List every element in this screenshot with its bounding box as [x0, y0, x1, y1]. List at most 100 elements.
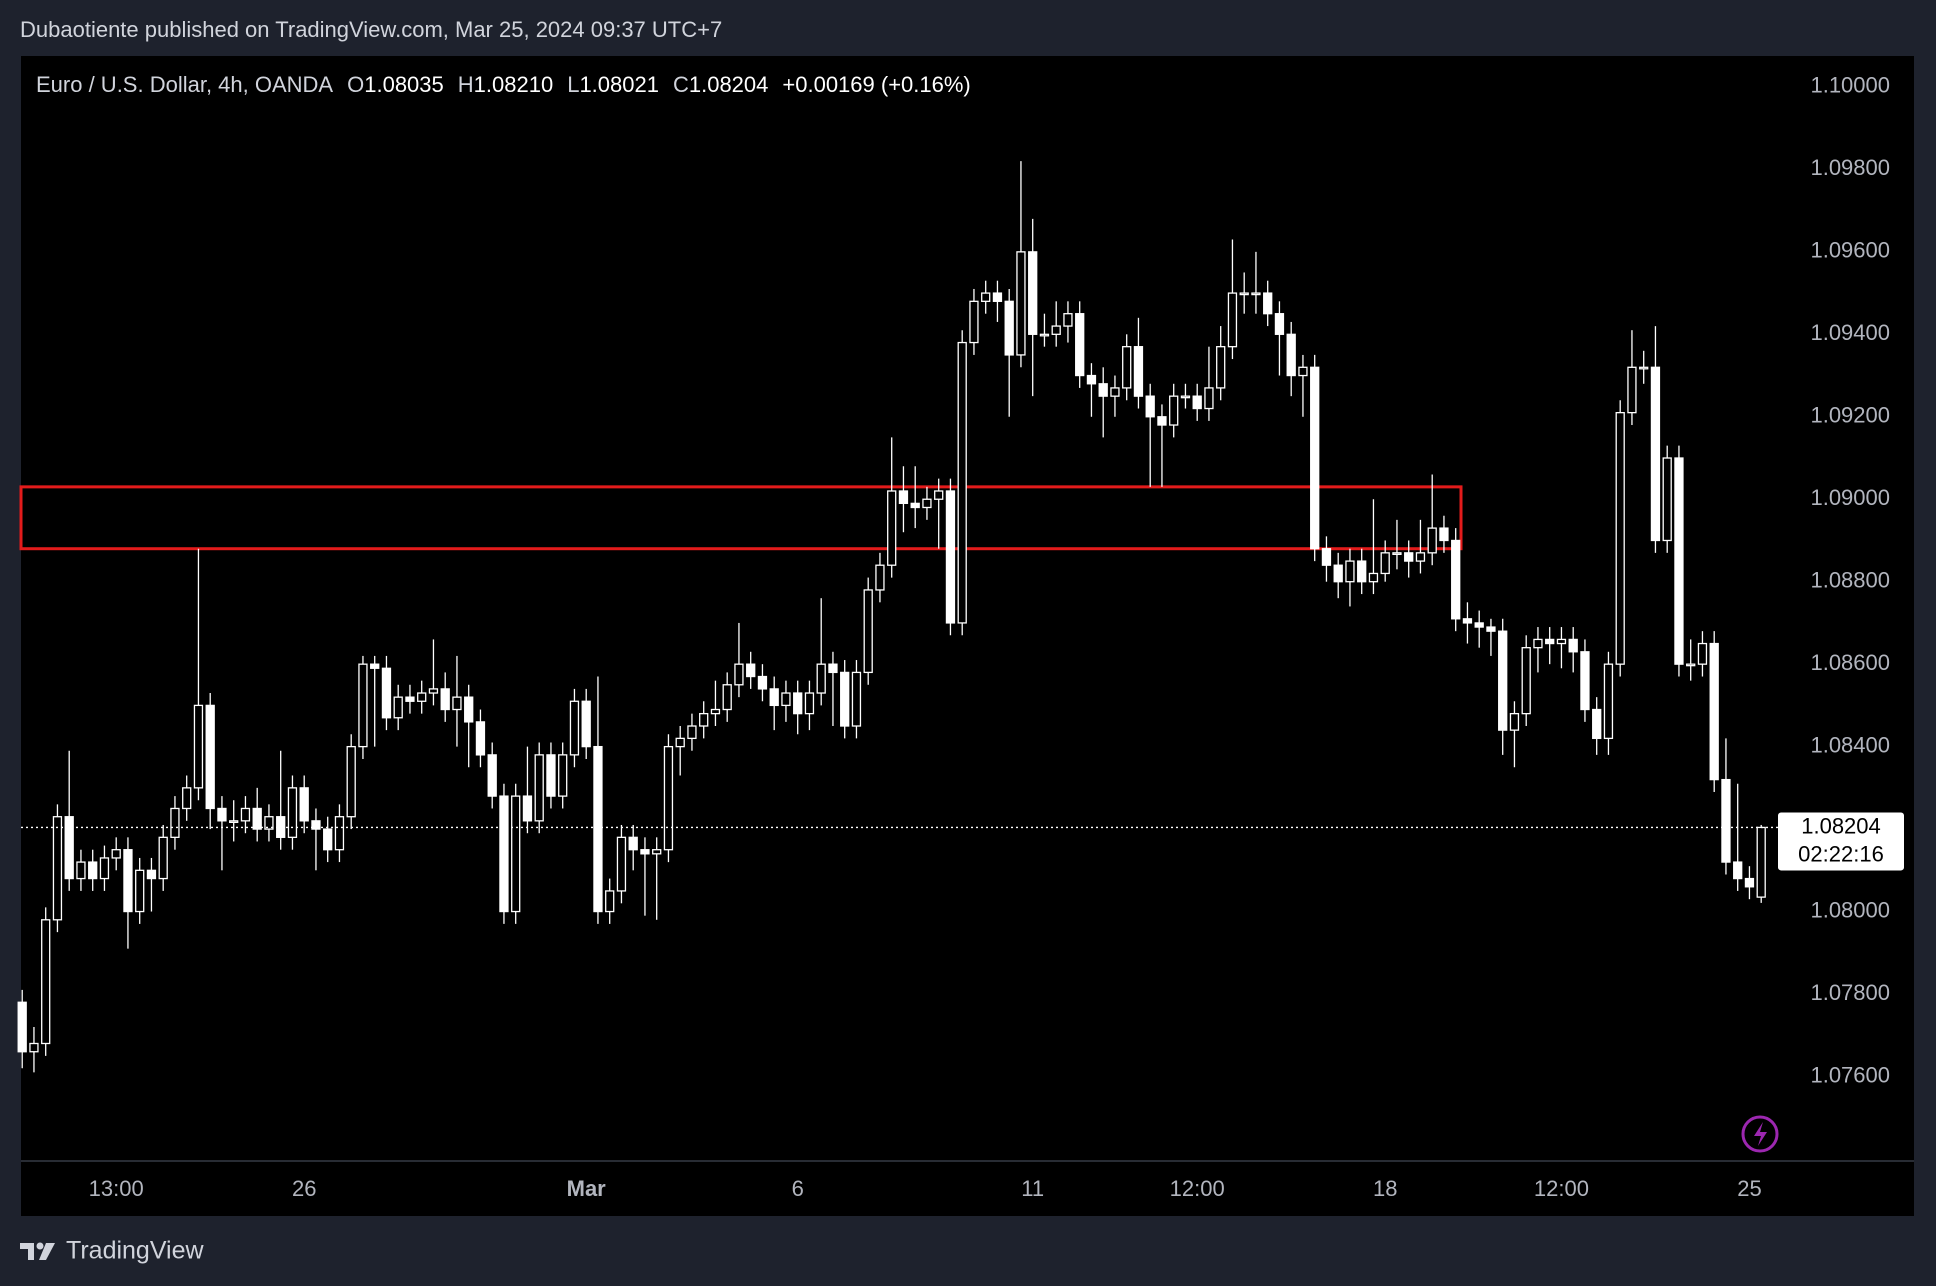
candle-body: [76, 861, 86, 880]
candle-body: [252, 807, 262, 830]
candle-body: [428, 688, 439, 694]
price-tag-value: 1.08204: [1801, 813, 1881, 838]
y-tick-label: 1.08600: [1810, 650, 1890, 675]
candle-body: [1204, 387, 1214, 410]
candle-body: [534, 754, 544, 822]
candle-body: [170, 807, 180, 838]
candle-body: [1744, 877, 1755, 888]
legend-value: 1.08210: [474, 72, 554, 97]
legend-value: 1.08021: [579, 72, 659, 97]
candle-body: [205, 704, 215, 810]
x-tick-label: 25: [1737, 1176, 1761, 1201]
candle-body: [370, 663, 380, 669]
candle-body: [652, 849, 662, 855]
candle-body: [699, 712, 709, 727]
candle-body: [1028, 251, 1038, 335]
candle-body: [828, 663, 838, 674]
candle-body: [769, 688, 779, 707]
candle-body: [981, 292, 991, 302]
candle-body: [1368, 572, 1379, 583]
candle-body: [1721, 778, 1731, 863]
candle-body: [1274, 313, 1285, 335]
candle-body: [1697, 642, 1708, 665]
candle-body: [558, 754, 568, 797]
candle-body: [405, 696, 415, 702]
candle-body: [452, 696, 462, 711]
candle-body: [193, 704, 204, 789]
y-tick-label: 1.09000: [1810, 485, 1890, 510]
candle-body: [475, 721, 486, 756]
candle-body: [393, 696, 403, 719]
candle-body: [323, 828, 333, 851]
candle-body: [287, 787, 298, 838]
candle-body: [816, 663, 826, 694]
y-tick-label: 1.08000: [1810, 897, 1890, 922]
candle-body: [1157, 416, 1167, 426]
x-tick-label: 13:00: [89, 1176, 144, 1201]
candle-body: [1357, 560, 1367, 583]
candle-body: [675, 737, 685, 748]
candle-body: [887, 490, 897, 566]
legend-value: 1.08035: [364, 72, 444, 97]
candle-body: [1169, 395, 1179, 426]
candle-body: [910, 502, 920, 509]
candle-body: [346, 745, 356, 818]
price-tag-countdown: 02:22:16: [1798, 841, 1884, 866]
candle-body: [17, 1001, 27, 1053]
candle-body: [229, 820, 239, 823]
x-tick-label: Mar: [567, 1176, 607, 1201]
candle-body: [146, 869, 157, 880]
candle-body: [945, 490, 956, 624]
logo-icon: [20, 1242, 55, 1260]
candle-body: [1110, 387, 1120, 397]
candle-body: [1321, 548, 1332, 566]
candle-body: [863, 589, 873, 674]
candle-body: [111, 849, 121, 859]
candle-body: [593, 745, 603, 913]
y-tick-label: 1.08800: [1810, 568, 1890, 593]
candle-body: [1145, 395, 1155, 418]
candle-body: [1545, 638, 1555, 645]
x-tick-label: 12:00: [1534, 1176, 1589, 1201]
candle-body: [264, 816, 274, 830]
brand[interactable]: TradingView: [66, 1237, 205, 1265]
candle-body: [1650, 366, 1661, 542]
candle-body: [1122, 346, 1132, 389]
candle-body: [334, 816, 345, 851]
candle-body: [64, 816, 74, 880]
candle-body: [581, 700, 591, 748]
candle-body: [934, 490, 944, 500]
zone-box: [19, 485, 1463, 551]
candle-body: [957, 341, 967, 624]
candle-body: [381, 667, 392, 719]
x-tick-label: 11: [1021, 1176, 1044, 1201]
candle-body: [1039, 333, 1050, 337]
price-tag: [1778, 812, 1904, 871]
alert-icon[interactable]: [1741, 1115, 1779, 1153]
candle-body: [123, 849, 133, 913]
candle-body: [1133, 346, 1144, 397]
y-tick-label: 1.07600: [1810, 1062, 1890, 1087]
candle-body: [511, 795, 521, 913]
candle-body: [1180, 395, 1191, 399]
candle-body: [969, 300, 979, 344]
candle-body: [487, 754, 497, 797]
candle-body: [992, 292, 1003, 302]
candle-body: [1756, 826, 1766, 898]
candle-body: [851, 671, 862, 727]
candle-body: [311, 820, 321, 830]
y-tick-label: 1.07800: [1810, 980, 1890, 1005]
candle-body: [710, 708, 721, 715]
candle-body: [1686, 663, 1696, 667]
candle-body: [687, 725, 697, 740]
candle-body: [1075, 313, 1085, 377]
candle-body: [1051, 325, 1061, 335]
candle-body: [1733, 861, 1743, 880]
candle-body: [746, 663, 756, 678]
candle-body: [1298, 366, 1308, 377]
candle-body: [1016, 251, 1026, 356]
candle-body: [182, 787, 192, 810]
legend-change: +0.00169 (+0.16%): [782, 72, 970, 97]
candle-body: [1451, 539, 1461, 620]
